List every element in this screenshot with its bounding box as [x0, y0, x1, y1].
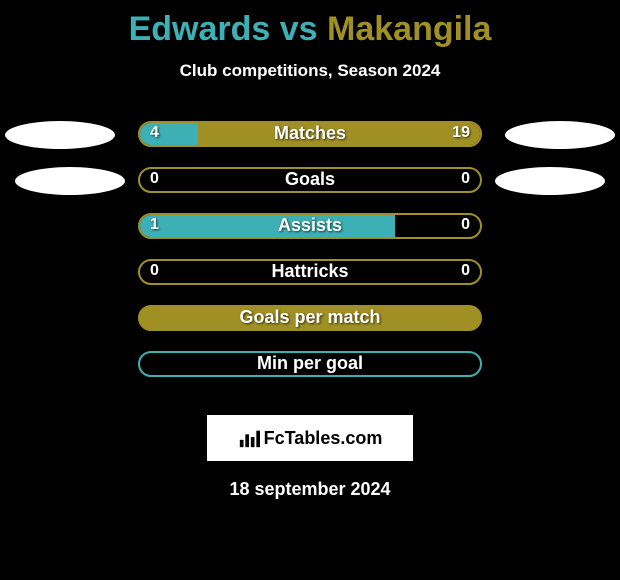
- player2-badge: [495, 167, 605, 195]
- stat-row: Matches419: [0, 121, 620, 167]
- bar-fill-left: [140, 215, 395, 237]
- stat-bar: [138, 213, 482, 239]
- player2-name: Makangila: [327, 10, 491, 48]
- player1-badge: [5, 121, 115, 149]
- bar-fill-left: [140, 123, 198, 145]
- stat-rows: Matches419Goals00Assists10Hattricks00Goa…: [0, 121, 620, 397]
- bars-icon: [238, 427, 260, 449]
- player1-name: Edwards: [129, 10, 271, 48]
- date-text: 18 september 2024: [0, 479, 620, 500]
- stat-bar: [138, 259, 482, 285]
- logo-text: FcTables.com: [264, 428, 383, 449]
- stat-bar: [138, 167, 482, 193]
- stat-bar: [138, 351, 482, 377]
- vs-text: vs: [270, 10, 327, 48]
- logo-box: FcTables.com: [207, 415, 413, 461]
- stat-row: Goals per match: [0, 305, 620, 351]
- bar-fill-right: [198, 123, 480, 145]
- player1-badge: [15, 167, 125, 195]
- stat-bar: [138, 305, 482, 331]
- stat-row: Min per goal: [0, 351, 620, 397]
- player2-badge: [505, 121, 615, 149]
- stat-bar: [138, 121, 482, 147]
- stat-row: Assists10: [0, 213, 620, 259]
- stat-row: Hattricks00: [0, 259, 620, 305]
- subtitle: Club competitions, Season 2024: [0, 61, 620, 81]
- page-title: Edwards vs Makangila: [0, 0, 620, 49]
- stat-row: Goals00: [0, 167, 620, 213]
